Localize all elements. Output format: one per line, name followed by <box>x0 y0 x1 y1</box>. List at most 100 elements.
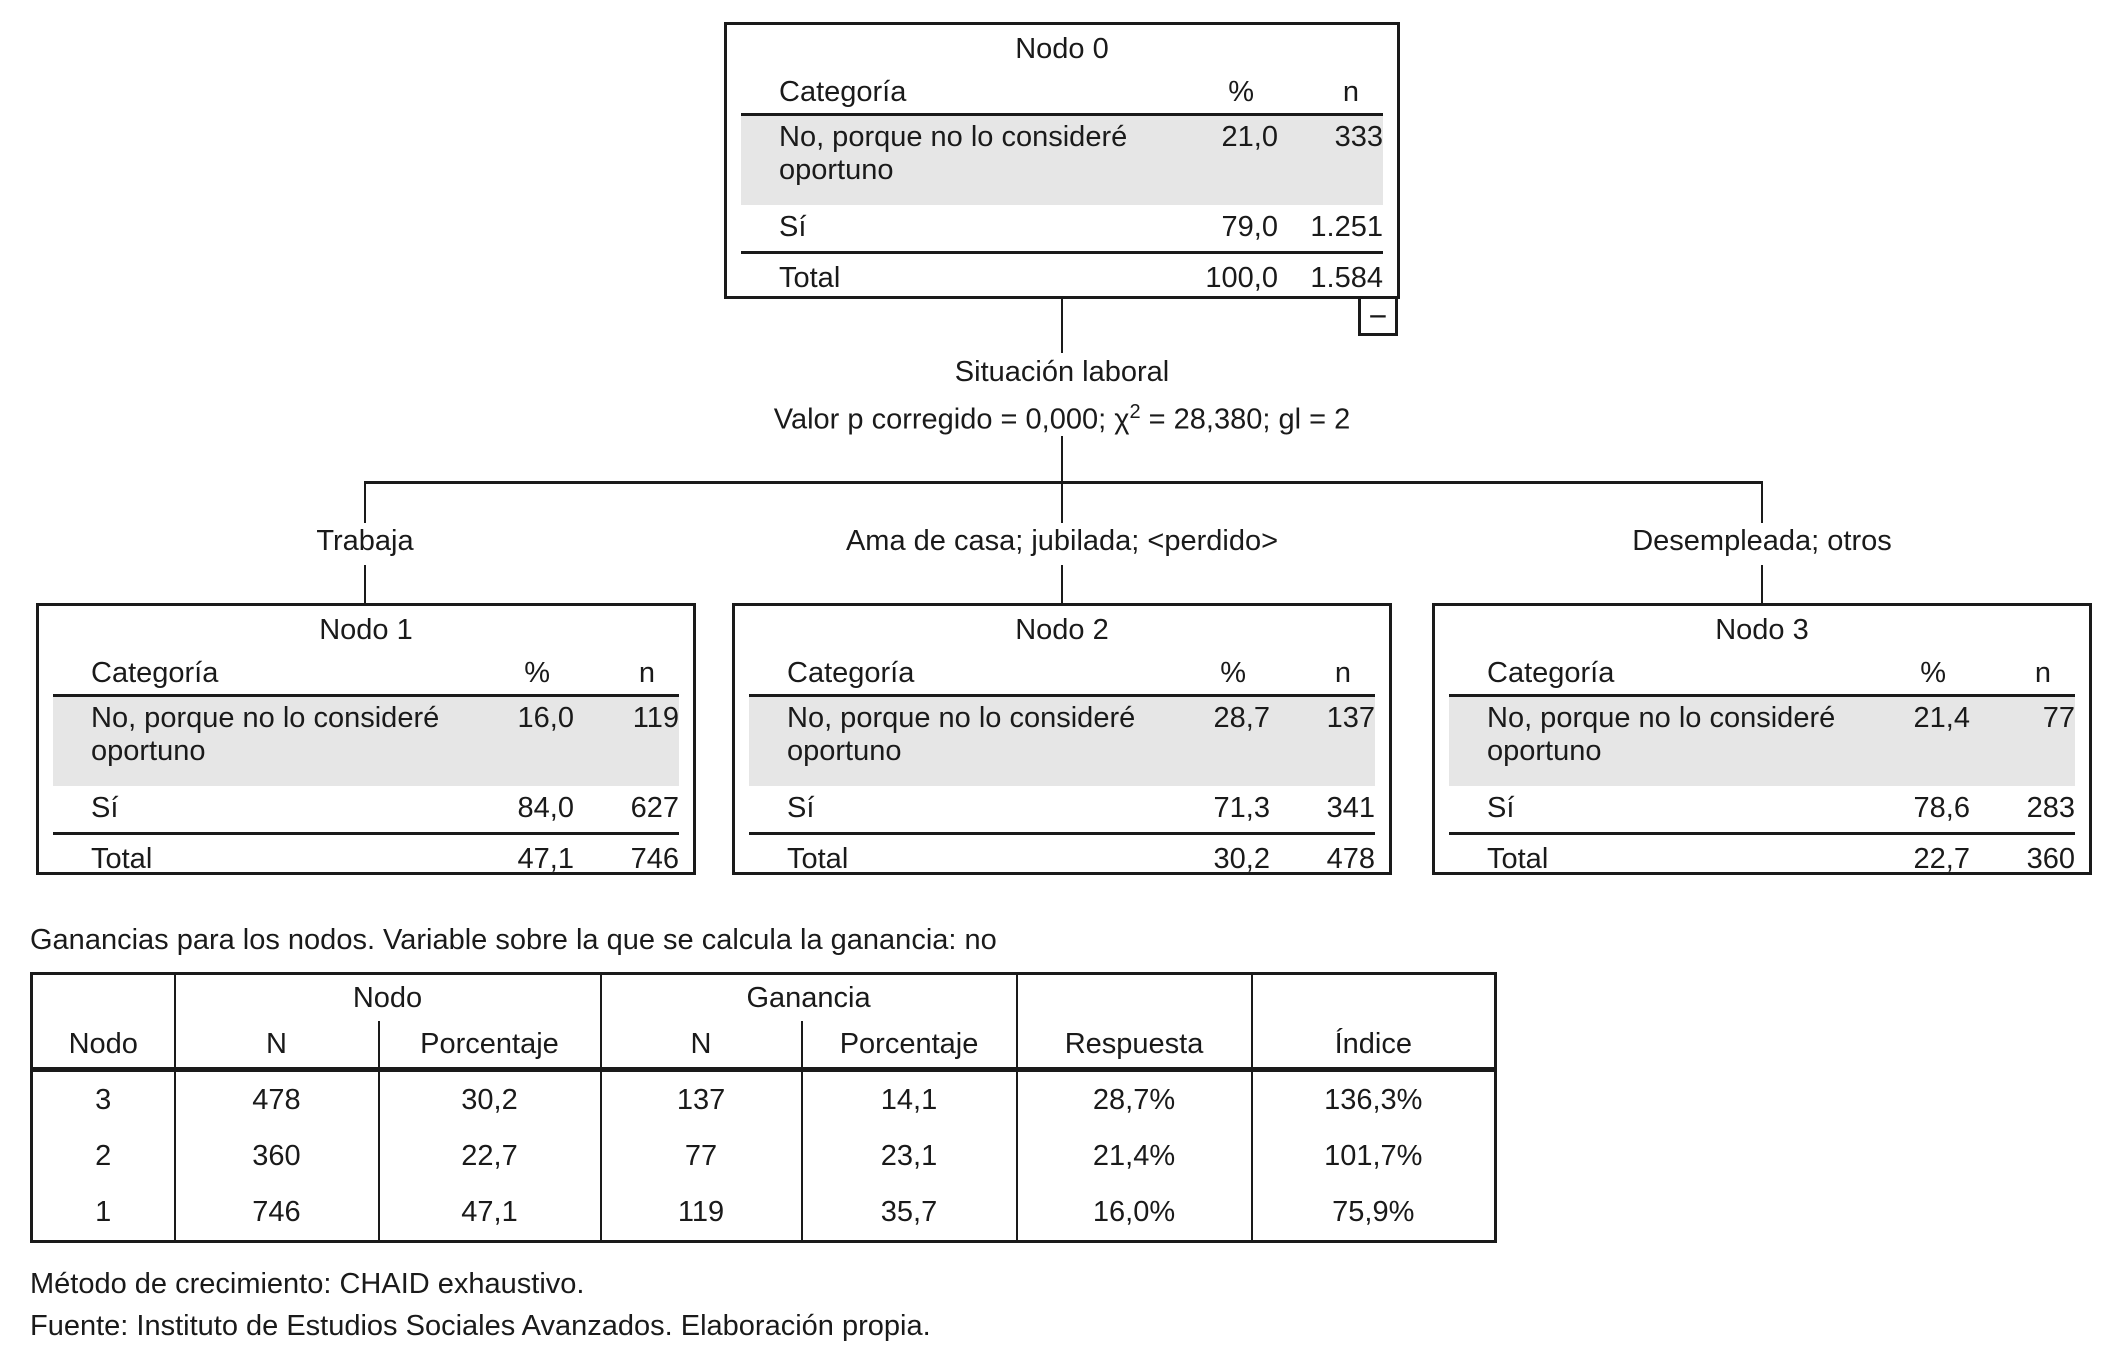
node-1-row-no: No, porque no lo consideré oportuno 16,0… <box>53 697 679 786</box>
node-3-header-row: Categoría % n <box>1449 652 2075 697</box>
cell-nodo: 1 <box>95 1195 112 1228</box>
cell-nodo: 2 <box>95 1139 112 1172</box>
cell-porcentaje-ganancia: 14,1 <box>800 1069 1017 1128</box>
branch-condition-trabaja: Trabaja <box>316 525 414 557</box>
cell-respuesta: 21,4% <box>1015 1128 1252 1184</box>
connector-branch2-bottom <box>1061 565 1063 603</box>
cell-indice: 136,3% <box>1250 1069 1496 1128</box>
gains-col-respuesta: Respuesta <box>1015 1021 1252 1070</box>
minus-icon: − <box>1368 298 1388 334</box>
node-2-row-no: No, porque no lo consideré oportuno 28,7… <box>749 697 1375 786</box>
percent-column-header: % <box>524 656 550 689</box>
gains-table-title: Ganancias para los nodos. Variable sobre… <box>30 924 997 956</box>
connector-rail <box>364 481 1763 484</box>
source-note: Fuente: Instituto de Estudios Sociales A… <box>30 1310 931 1342</box>
node-2-row-si: Sí 71,3 341 <box>749 786 1375 835</box>
gains-col-porcentaje-ganancia: Porcentaje <box>800 1021 1017 1070</box>
category-label: Sí <box>787 792 815 824</box>
cell-n-ganancia: 119 <box>599 1184 802 1242</box>
cell-indice: 75,9% <box>1250 1184 1496 1242</box>
node-2-header-row: Categoría % n <box>749 652 1375 697</box>
percent-value: 47,1 <box>517 842 574 875</box>
total-label: Total <box>91 842 153 875</box>
growth-method-note: Método de crecimiento: CHAID exhaustivo. <box>30 1268 585 1300</box>
percent-value: 30,2 <box>1213 842 1270 875</box>
cell-respuesta: 16,0% <box>1015 1184 1252 1242</box>
cell-porcentaje: 47,1 <box>377 1184 601 1242</box>
category-label: No, porque no lo consideré oportuno <box>787 702 1136 767</box>
n-value: 360 <box>2026 842 2075 875</box>
category-label: Sí <box>779 211 807 243</box>
empty-header-cell <box>1015 973 1252 1021</box>
node-0-row-no: No, porque no lo consideré oportuno 21,0… <box>741 116 1383 205</box>
gains-col-n-nodo: N <box>173 1021 379 1070</box>
percent-column-header: % <box>1228 75 1254 108</box>
connector-branch1-top <box>364 481 366 523</box>
split-stat-suffix: = 28,380; gl = 2 <box>1140 403 1351 436</box>
category-label: No, porque no lo consideré oportuno <box>779 121 1128 186</box>
percent-column-header: % <box>1220 656 1246 689</box>
node-0-box: Nodo 0 Categoría % n No, porque no lo co… <box>724 22 1400 299</box>
cell-n-ganancia: 77 <box>599 1128 802 1184</box>
cell-porcentaje-ganancia: 23,1 <box>800 1128 1017 1184</box>
category-column-header: Categoría <box>1487 656 1615 689</box>
gains-header-row: Nodo N Porcentaje N Porcentaje Respuesta… <box>32 1021 1496 1070</box>
node-2-row-total: Total 30,2 478 <box>749 835 1375 883</box>
branch-condition-desempleada: Desempleada; otros <box>1632 525 1892 557</box>
n-column-header: n <box>638 656 655 689</box>
n-value: 333 <box>1334 121 1383 153</box>
cell-n: 478 <box>173 1069 379 1128</box>
gains-row-node-2: 2 360 22,7 77 23,1 21,4% 101,7% <box>32 1128 1496 1184</box>
gains-group-ganancia: Ganancia <box>599 973 1017 1021</box>
cell-indice: 101,7% <box>1250 1128 1496 1184</box>
node-2-box: Nodo 2 Categoría % n No, porque no lo co… <box>732 603 1392 875</box>
gains-col-n-ganancia: N <box>599 1021 802 1070</box>
split-stat-prefix: Valor p corregido = 0,000; χ <box>773 403 1130 436</box>
node-0-row-si: Sí 79,0 1.251 <box>741 205 1383 254</box>
percent-column-header: % <box>1920 656 1946 689</box>
category-column-header: Categoría <box>91 656 219 689</box>
n-value: 746 <box>630 842 679 875</box>
connector-root-stub <box>1061 299 1063 353</box>
connector-branch3-top <box>1761 481 1763 523</box>
gains-col-porcentaje-nodo: Porcentaje <box>377 1021 601 1070</box>
node-0-row-total: Total 100,0 1.584 <box>741 254 1383 302</box>
gains-table: Nodo Ganancia Nodo N Porcentaje N Porcen… <box>30 972 1498 1243</box>
percent-value: 71,3 <box>1213 792 1270 824</box>
cell-respuesta: 28,7% <box>1015 1069 1252 1128</box>
category-label: No, porque no lo consideré oportuno <box>1487 702 1836 767</box>
cell-n: 360 <box>173 1128 379 1184</box>
collapse-node-button[interactable]: − <box>1358 296 1398 336</box>
gains-row-node-1: 1 746 47,1 119 35,7 16,0% 75,9% <box>32 1184 1496 1242</box>
gains-row-node-3: 3 478 30,2 137 14,1 28,7% 136,3% <box>32 1069 1496 1128</box>
node-0-title: Nodo 0 <box>1015 33 1109 65</box>
n-column-header: n <box>1342 75 1359 108</box>
gains-group-nodo: Nodo <box>173 973 601 1021</box>
n-value: 1.251 <box>1310 211 1383 243</box>
cell-n: 746 <box>173 1184 379 1242</box>
node-3-box: Nodo 3 Categoría % n No, porque no lo co… <box>1432 603 2092 875</box>
node-1-title: Nodo 1 <box>319 614 413 646</box>
node-2-title: Nodo 2 <box>1015 614 1109 646</box>
split-variable-block: Situación laboral Valor p corregido = 0,… <box>462 352 1662 440</box>
connector-branch3-bottom <box>1761 565 1763 603</box>
connector-branch1-bottom <box>364 565 366 603</box>
connector-mid-stub <box>1061 436 1063 483</box>
split-statistics: Valor p corregido = 0,000; χ2 = 28,380; … <box>462 392 1662 440</box>
cell-porcentaje: 22,7 <box>377 1128 601 1184</box>
empty-header-cell <box>32 974 175 1022</box>
percent-value: 21,4 <box>1913 702 1970 734</box>
branch-condition-ama-de-casa: Ama de casa; jubilada; <perdido> <box>845 525 1279 557</box>
percent-value: 28,7 <box>1213 702 1270 734</box>
percent-value: 16,0 <box>517 702 574 734</box>
category-label: No, porque no lo consideré oportuno <box>91 702 440 767</box>
percent-value: 22,7 <box>1913 842 1970 875</box>
category-column-header: Categoría <box>787 656 915 689</box>
n-value: 341 <box>1326 792 1375 824</box>
percent-value: 78,6 <box>1913 792 1970 824</box>
connector-branch2-top <box>1061 481 1063 523</box>
cell-porcentaje-ganancia: 35,7 <box>800 1184 1017 1242</box>
cell-nodo: 3 <box>95 1083 112 1116</box>
split-variable-name: Situación laboral <box>954 356 1170 388</box>
